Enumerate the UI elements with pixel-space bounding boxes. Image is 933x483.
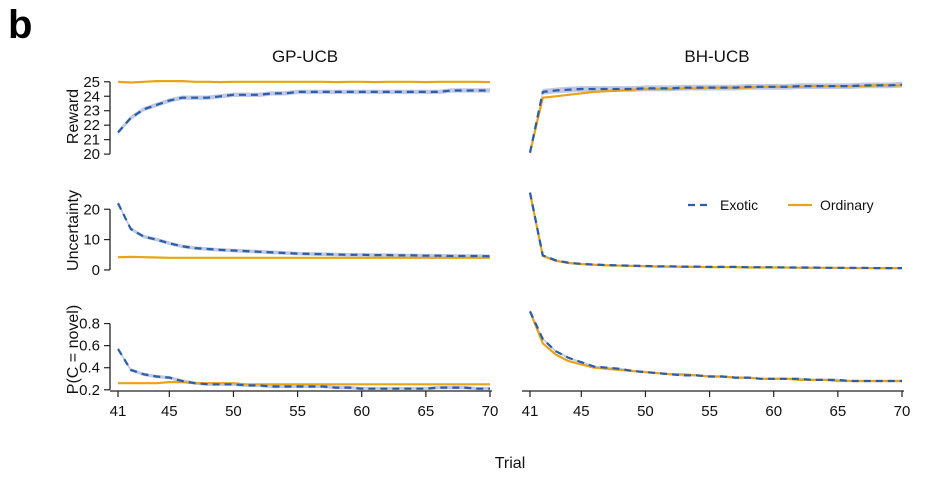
y-tick-label: 0 [92,262,100,279]
x-tick-label: 41 [110,403,127,420]
y-tick-label: 21 [83,132,100,149]
series-line-exotic-gp-ucb [117,202,491,258]
y-tick-label: 24 [83,88,100,105]
facet-title-gp-ucb: GP-UCB [272,47,338,66]
series-line-ordinary-bh-ucb [528,84,902,153]
series-line-ordinary-gp-ucb [117,79,491,84]
y-tick-label: 25 [83,74,100,91]
y-tick-label: 0.2 [79,382,100,399]
y-tick-label: 0.6 [79,338,100,355]
y-tick-label: 0.4 [79,360,100,377]
y-axis-title: Uncertainty [65,190,82,271]
x-tick-label: 45 [161,403,178,420]
series-line-exotic-gp-ucb [117,348,490,390]
y-tick-label: 23 [83,103,100,120]
panel-letter: b [8,3,32,47]
x-axis-title: Trial [495,455,526,472]
x-tick-label: 41 [522,403,539,420]
x-tick-label: 70 [482,403,499,420]
y-tick-label: 20 [83,146,100,163]
series-band-exotic [118,347,490,391]
y-tick-label: 22 [83,117,100,134]
facet-title-bh-ucb: BH-UCB [684,47,749,66]
x-tick-label: 45 [573,403,590,420]
y-tick-label: 0.8 [79,316,100,333]
x-tick-label: 65 [830,403,847,420]
series-line-exotic-gp-ucb [117,89,490,134]
series-line-ordinary-gp-ucb [118,381,490,386]
series-band-exotic [530,310,902,383]
x-tick-label: 50 [637,403,654,420]
legend-label-exotic: Exotic [720,197,758,213]
x-tick-label: 50 [225,403,242,420]
series-line-exotic-bh-ucb [528,83,903,153]
series-line-exotic-bh-ucb [528,192,902,270]
x-tick-label: 55 [701,403,718,420]
legend-label-ordinary: Ordinary [820,197,874,213]
x-tick-label: 55 [289,403,306,420]
series-line-ordinary-bh-ucb [528,310,902,383]
series-line-ordinary-gp-ucb [117,255,490,259]
y-tick-label: 20 [83,201,100,218]
y-axis-title: P(C = novel) [65,305,82,394]
x-tick-label: 70 [894,403,911,420]
plot-area: 202122232425Reward01020Uncertainty0.20.4… [65,74,910,420]
x-tick-label: 60 [765,403,782,420]
x-tick-label: 60 [353,403,370,420]
legend: Exotic Ordinary [688,197,874,213]
series-band-exotic [118,201,490,259]
x-tick-label: 65 [418,403,435,420]
y-tick-label: 10 [83,232,100,249]
series-band-exotic [118,88,490,135]
series-line-exotic-bh-ucb [529,310,902,383]
y-axis-title: Reward [65,89,82,144]
